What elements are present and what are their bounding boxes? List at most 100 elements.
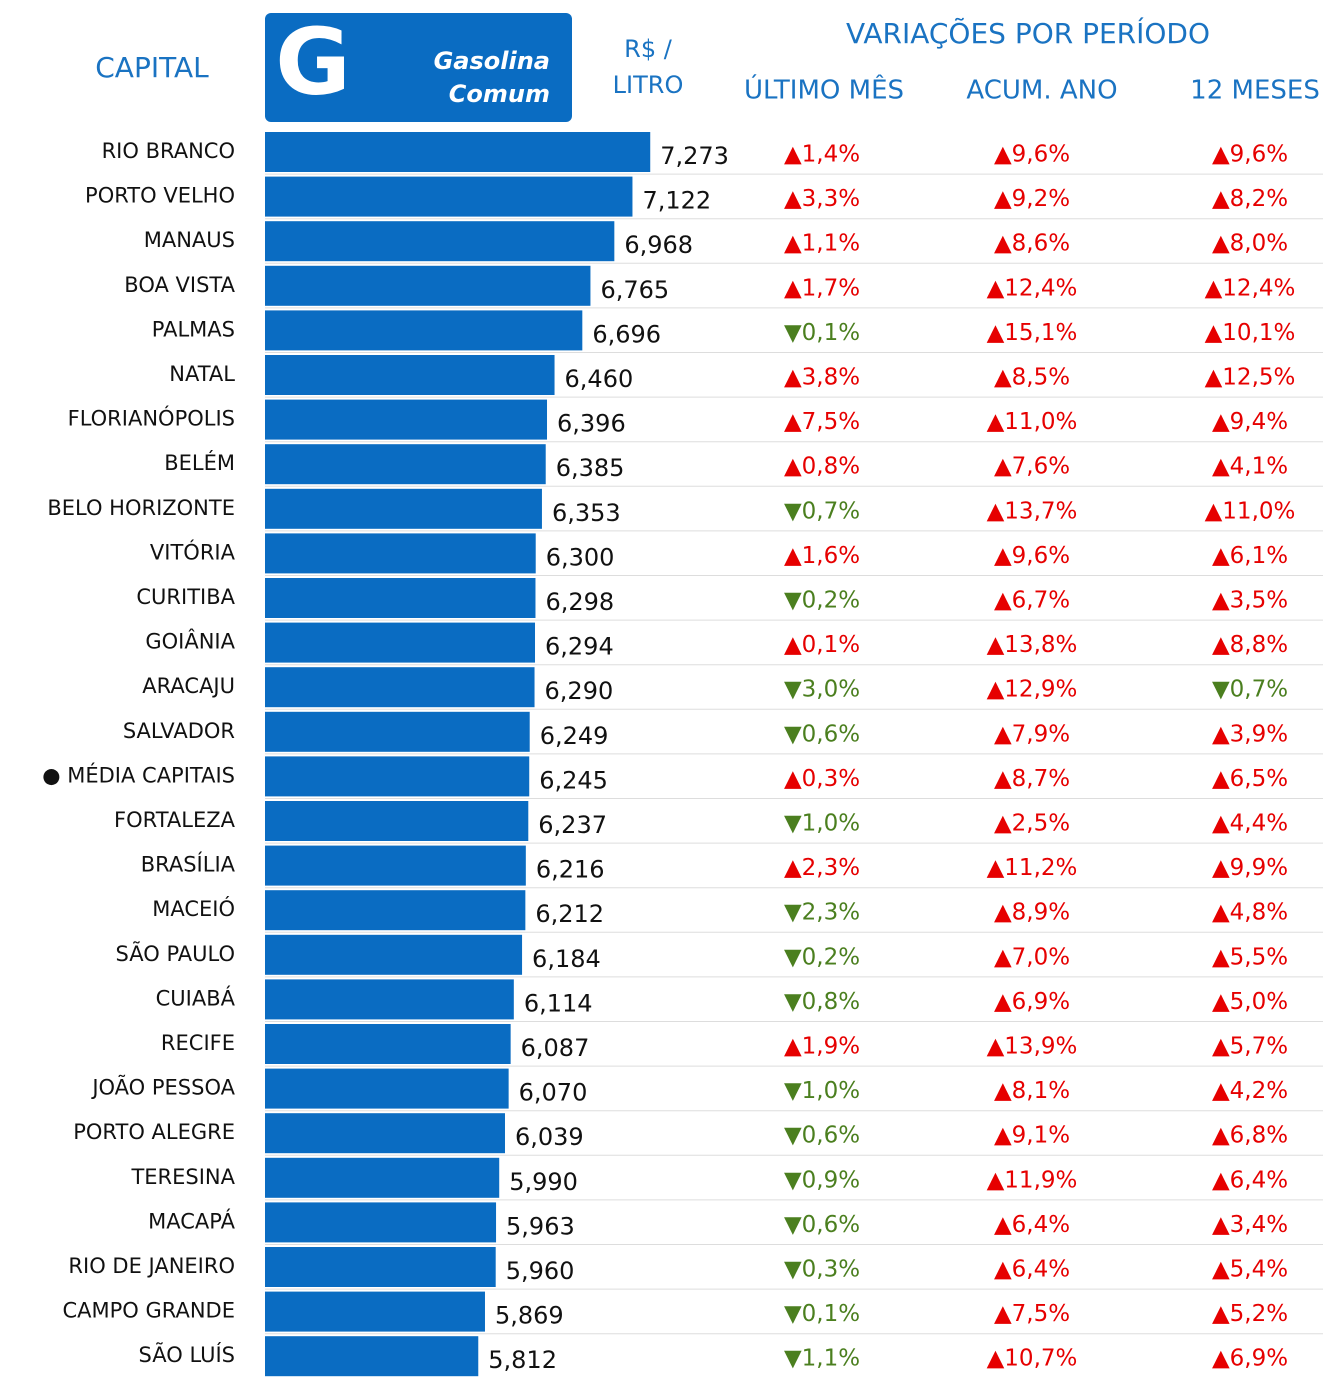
row-label: BELO HORIZONTE <box>47 496 235 520</box>
variation-label: ▼3,0% <box>784 677 860 703</box>
variation-label: ▲8,9% <box>994 900 1070 926</box>
variation-label: ▲11,0% <box>1205 498 1296 524</box>
value-label: 6,298 <box>545 588 614 616</box>
value-label: 6,039 <box>515 1123 584 1151</box>
variation-label: ▲6,8% <box>1212 1123 1288 1149</box>
variation-label: ▲11,2% <box>987 855 1078 881</box>
value-label: 5,869 <box>495 1302 564 1330</box>
variation-label: ▲12,5% <box>1205 365 1296 391</box>
variation-label: ▲3,8% <box>784 365 860 391</box>
row-label: MACAPÁ <box>148 1208 235 1233</box>
bar <box>265 711 530 752</box>
value-label: 6,696 <box>592 320 661 348</box>
variation-label: ▲0,8% <box>784 454 860 480</box>
column-header: 12 MESES <box>1190 76 1320 106</box>
variation-label: ▲1,6% <box>784 543 860 569</box>
variation-label: ▲13,7% <box>987 498 1078 524</box>
variation-label: ▼0,7% <box>784 498 860 524</box>
variation-label: ▲2,3% <box>784 855 860 881</box>
bar <box>265 667 535 708</box>
value-label: 5,960 <box>506 1257 575 1285</box>
bar <box>265 801 529 841</box>
variation-label: ▲8,6% <box>994 231 1070 257</box>
bar <box>265 1291 485 1332</box>
value-label: 6,765 <box>600 276 669 304</box>
variation-label: ▲10,1% <box>1205 320 1296 346</box>
bar <box>265 845 526 886</box>
variation-label: ▼1,1% <box>784 1346 860 1372</box>
bar <box>265 1113 505 1154</box>
variation-label: ▲8,5% <box>994 365 1070 391</box>
variation-label: ▼1,0% <box>784 811 860 837</box>
bar <box>265 1157 500 1198</box>
bar <box>265 979 514 1020</box>
row-label: RIO DE JANEIRO <box>68 1254 235 1278</box>
fuel-badge <box>265 13 572 122</box>
row-label: JOÃO PESSOA <box>90 1074 235 1100</box>
variation-label: ▲3,3% <box>784 186 860 212</box>
row-label: VITÓRIA <box>150 539 236 564</box>
variation-label: ▲6,5% <box>1212 766 1288 792</box>
variation-label: ▲9,6% <box>994 142 1070 168</box>
value-label: 6,396 <box>557 410 626 438</box>
row-label: RECIFE <box>161 1031 235 1055</box>
value-label: 6,087 <box>521 1034 590 1062</box>
variation-label: ▲1,4% <box>784 142 860 168</box>
variation-label: ▲15,1% <box>987 320 1078 346</box>
variation-label: ▼2,3% <box>784 900 860 926</box>
variation-label: ▲0,3% <box>784 766 860 792</box>
row-label: BOA VISTA <box>124 273 235 297</box>
value-label: 6,216 <box>536 856 605 884</box>
variation-label: ▲4,1% <box>1212 454 1288 480</box>
variation-label: ▲6,9% <box>994 989 1070 1015</box>
row-label: ARACAJU <box>142 674 235 698</box>
variation-label: ▲5,4% <box>1212 1257 1288 1283</box>
value-label: 6,353 <box>552 499 621 527</box>
value-label: 6,290 <box>545 677 614 705</box>
value-label: 6,114 <box>524 989 593 1017</box>
value-label: 6,294 <box>545 633 614 661</box>
value-label: 5,812 <box>488 1346 557 1374</box>
variation-label: ▲0,1% <box>784 632 860 658</box>
value-label: 6,212 <box>535 900 604 928</box>
variation-label: ▲5,7% <box>1212 1034 1288 1060</box>
value-label: 6,237 <box>538 811 607 839</box>
value-label: 7,122 <box>642 187 711 215</box>
bar <box>265 1202 497 1243</box>
variation-label: ▼0,2% <box>784 944 860 970</box>
logo: G <box>275 8 351 115</box>
variation-label: ▼0,6% <box>784 721 860 747</box>
variation-label: ▲2,5% <box>994 811 1070 837</box>
row-label: BRASÍLIA <box>141 852 236 877</box>
variation-label: ▲7,5% <box>994 1301 1070 1327</box>
variation-label: ▲9,1% <box>994 1123 1070 1149</box>
column-header: ACUM. ANO <box>966 76 1117 106</box>
variation-label: ▼0,9% <box>784 1167 860 1193</box>
variation-label: ▲1,9% <box>784 1034 860 1060</box>
bar <box>265 355 555 395</box>
value-label: 7,273 <box>660 142 729 170</box>
fuel-title: Gasolina <box>434 47 550 75</box>
variation-label: ▲13,8% <box>987 632 1078 658</box>
variation-label: ▲3,5% <box>1212 588 1288 614</box>
value-label: 5,963 <box>506 1212 575 1240</box>
variation-label: ▼1,0% <box>784 1078 860 1104</box>
fuel-title: Comum <box>449 80 550 108</box>
variation-label: ▲6,4% <box>994 1257 1070 1283</box>
variation-label: ▼0,3% <box>784 1257 860 1283</box>
variation-label: ▼0,6% <box>784 1123 860 1149</box>
variation-label: ▲13,9% <box>987 1034 1078 1060</box>
row-label: BELÉM <box>164 450 235 475</box>
variation-label: ▲12,4% <box>987 275 1078 301</box>
variation-label: ▼0,7% <box>1212 677 1288 703</box>
variation-label: ▲6,9% <box>1212 1346 1288 1372</box>
variation-label: ▲4,8% <box>1212 900 1288 926</box>
bar <box>265 622 536 663</box>
bar <box>265 132 651 172</box>
bar <box>265 1024 511 1064</box>
row-label: CURITIBA <box>136 585 235 609</box>
variation-label: ▲8,7% <box>994 766 1070 792</box>
bar <box>265 756 530 797</box>
row-label: PALMAS <box>152 317 235 341</box>
value-label: 5,990 <box>509 1168 578 1196</box>
